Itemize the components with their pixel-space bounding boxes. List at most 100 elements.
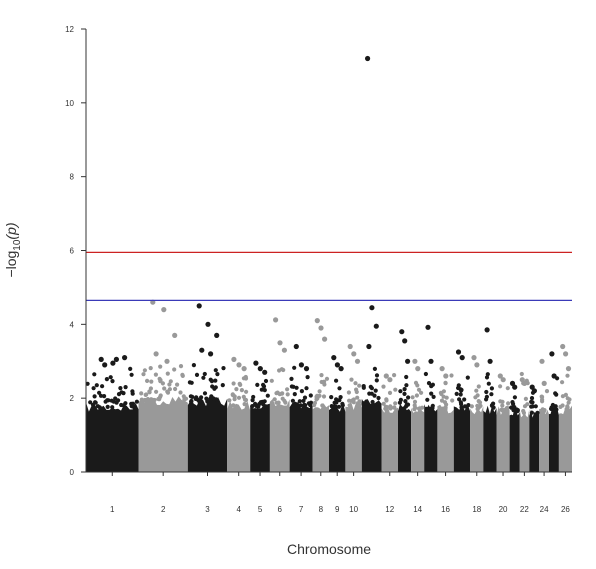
y-tick-label: 8 — [70, 173, 75, 182]
snp-point — [511, 408, 516, 413]
snp-point — [404, 402, 409, 407]
chromosome-bulk-6 — [269, 399, 290, 472]
snp-point — [265, 393, 270, 398]
snp-point — [236, 395, 242, 400]
snp-point — [458, 400, 463, 405]
snp-point — [139, 391, 144, 396]
snp-point — [194, 396, 199, 401]
x-tick-label: 10 — [349, 505, 358, 514]
snp-point — [383, 406, 388, 411]
snp-point — [355, 395, 360, 400]
snp-point — [129, 372, 134, 377]
snp-point — [231, 403, 236, 408]
snp-point — [458, 387, 463, 392]
snp-point — [153, 372, 158, 377]
snp-point — [190, 394, 195, 399]
snp-point — [416, 387, 422, 392]
snp-point — [337, 398, 342, 403]
snp-point — [92, 372, 97, 377]
snp-point — [424, 406, 429, 411]
snp-point — [416, 406, 422, 411]
snp-point — [522, 404, 528, 409]
snp-point — [319, 379, 324, 385]
snp-point — [430, 405, 435, 411]
snp-peak-point — [273, 317, 279, 323]
snp-point — [423, 371, 428, 377]
snp-point — [439, 398, 445, 403]
snp-point — [563, 392, 569, 397]
snp-peak-point — [303, 366, 310, 372]
snp-point — [121, 391, 126, 396]
snp-point — [321, 394, 327, 399]
snp-point — [113, 396, 118, 401]
snp-point — [270, 401, 275, 406]
snp-peak-point — [474, 362, 480, 368]
snp-peak-point — [443, 373, 449, 379]
snp-point — [210, 384, 215, 389]
snp-point — [239, 388, 244, 393]
snp-peak-point — [512, 384, 518, 390]
y-tick-label: 12 — [65, 25, 74, 34]
snp-point — [165, 389, 170, 394]
y-tick-label: 4 — [70, 320, 75, 329]
x-tick-label: 8 — [319, 505, 324, 514]
snp-point — [533, 404, 538, 409]
snp-point — [402, 387, 407, 392]
snp-peak-point — [373, 323, 379, 329]
snp-point — [322, 382, 327, 387]
snp-point — [498, 399, 503, 404]
snp-point — [209, 394, 214, 399]
snp-point — [291, 384, 296, 389]
snp-point — [158, 378, 163, 383]
chromosome-bulk-22 — [519, 408, 530, 472]
snp-point — [145, 378, 150, 383]
snp-peak-point — [425, 324, 431, 330]
snp-point — [337, 386, 342, 391]
snp-point — [476, 384, 481, 389]
snp-point — [269, 378, 274, 383]
snp-point — [180, 373, 185, 378]
snp-point — [484, 397, 489, 402]
snp-bulk-layer — [86, 396, 572, 472]
snp-peak-point — [110, 360, 116, 366]
snp-point — [227, 398, 232, 403]
snp-point — [139, 397, 144, 402]
snp-peak-point — [415, 366, 421, 372]
snp-point — [202, 391, 208, 396]
snp-point — [565, 373, 570, 378]
snp-point — [262, 399, 267, 404]
snp-point — [175, 382, 180, 387]
y-axis-title-main: −log — [3, 251, 19, 278]
snp-peak-point — [253, 360, 259, 366]
snp-point — [158, 394, 163, 400]
snp-point — [549, 406, 554, 411]
snp-point — [544, 389, 550, 394]
snp-point — [356, 403, 361, 408]
chromosome-bulk-15 — [424, 404, 438, 472]
snp-point — [302, 395, 308, 400]
y-tick-label: 6 — [70, 247, 75, 256]
snp-peak-point — [257, 366, 263, 372]
chromosome-bulk-17 — [453, 403, 471, 472]
snp-point — [387, 390, 393, 395]
snp-point — [88, 400, 93, 405]
snp-point — [500, 403, 505, 408]
chromosome-bulk-10 — [345, 400, 362, 472]
snp-point — [413, 380, 419, 385]
snp-point — [130, 389, 135, 394]
snp-point — [459, 405, 464, 410]
snp-peak-point — [161, 307, 167, 313]
snp-point — [372, 393, 377, 398]
x-tick-label: 12 — [385, 505, 394, 514]
chromosome-bulk-1 — [86, 402, 139, 472]
snp-point — [209, 379, 214, 384]
y-tick-label: 0 — [70, 468, 75, 477]
y-tick-label: 2 — [70, 394, 75, 403]
chromosome-bulk-25 — [549, 406, 559, 472]
snp-peak-point — [399, 329, 405, 335]
snp-point — [253, 401, 258, 406]
snp-point — [535, 410, 540, 415]
snp-point — [213, 368, 218, 373]
snp-peak-point — [318, 325, 324, 331]
snp-peak-point — [277, 340, 283, 346]
